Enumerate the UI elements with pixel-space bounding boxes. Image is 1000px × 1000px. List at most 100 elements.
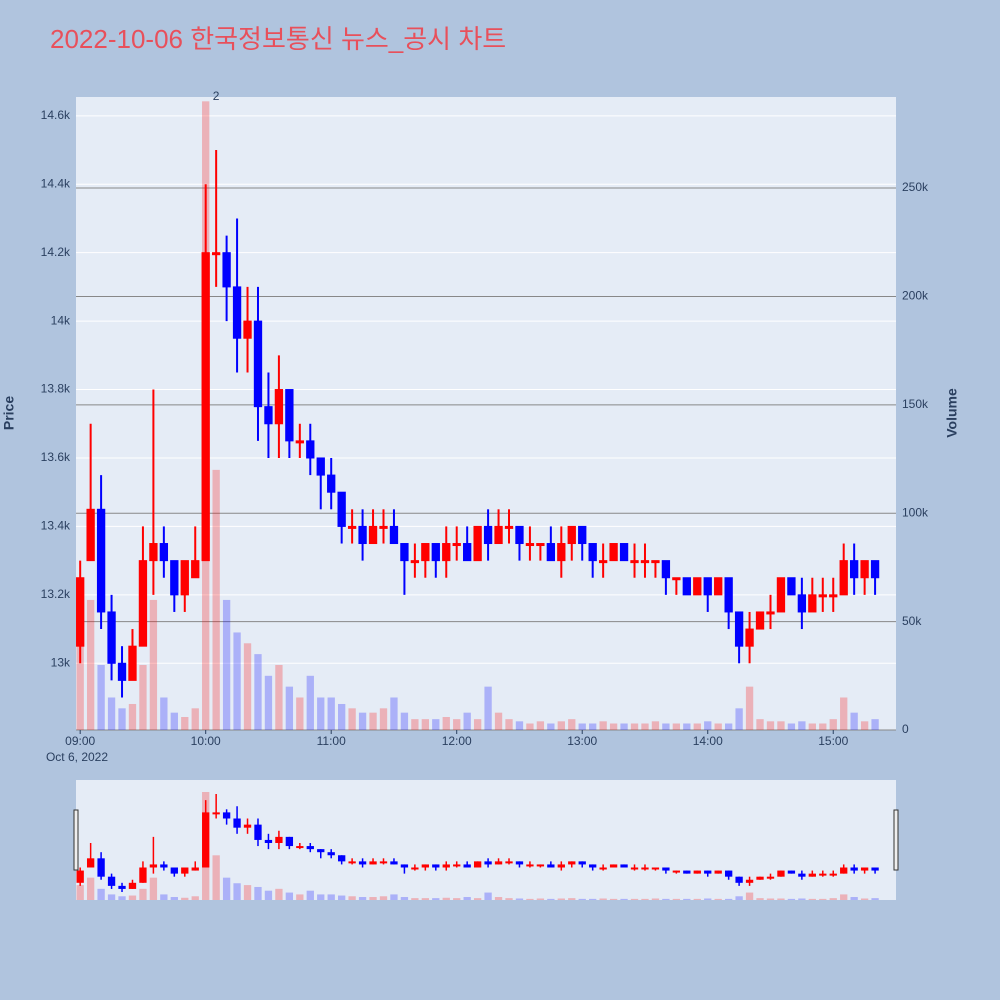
slider-candle-body xyxy=(641,867,649,870)
slider-volume-bar xyxy=(149,877,158,900)
slider-volume-bar xyxy=(369,897,377,900)
slider-candle-body xyxy=(181,867,189,874)
slider-volume-bar xyxy=(672,898,681,900)
candle-body xyxy=(128,645,137,681)
slider-candle-body xyxy=(714,870,722,874)
volume-bar xyxy=(411,719,419,730)
slider-volume-bar xyxy=(819,898,827,900)
volume-bar xyxy=(568,719,576,730)
slider-volume-bar xyxy=(484,892,492,900)
slider-candle-body xyxy=(421,864,429,868)
volume-bar xyxy=(463,712,471,730)
slider-candle-body xyxy=(379,861,388,864)
slider-candle-body xyxy=(494,861,503,865)
slider-volume-bar xyxy=(275,888,283,900)
slider-candle-body xyxy=(327,852,335,856)
volume-bar xyxy=(609,723,618,730)
slider-candle-body xyxy=(829,873,837,876)
slider-candle-body xyxy=(285,836,294,847)
slider-candle-body xyxy=(630,867,639,870)
volume-bar xyxy=(191,708,199,730)
slider-volume-bar xyxy=(787,898,796,900)
plot-area xyxy=(76,97,896,730)
slider-candle-body xyxy=(850,867,858,871)
volume-bar xyxy=(672,723,681,730)
slider-volume-bar xyxy=(264,890,273,900)
candle-body xyxy=(232,286,242,339)
slider-candle-body xyxy=(787,870,796,874)
slider-candle-body xyxy=(348,861,356,864)
candle-body xyxy=(682,577,691,596)
slider-volume-bar xyxy=(683,898,691,900)
candle-body xyxy=(253,320,263,408)
slider-volume-bar xyxy=(840,894,848,900)
slider-volume-bar xyxy=(850,897,858,900)
y2-tick-label: 200k xyxy=(902,289,929,303)
volume-bar xyxy=(317,697,325,730)
volume-bar xyxy=(76,643,84,730)
candle-body xyxy=(264,406,273,425)
candle-body xyxy=(745,628,754,647)
y-tick-label: 14k xyxy=(51,313,71,327)
slider-volume-bar xyxy=(212,855,220,900)
slider-volume-bar xyxy=(714,898,722,900)
slider-candle-body xyxy=(798,873,806,877)
volume-bar xyxy=(871,719,879,730)
candle-body xyxy=(578,525,587,545)
candle-body xyxy=(358,525,367,545)
volume-bar xyxy=(379,708,388,730)
slider-candle-body xyxy=(149,864,158,868)
slider-candle-body xyxy=(578,861,586,865)
slider-volume-bar xyxy=(745,892,754,900)
slider-candle-body xyxy=(338,855,346,862)
candle-body xyxy=(703,577,712,596)
volume-bar xyxy=(683,723,691,730)
volume-bar xyxy=(860,721,869,730)
x-tick-label: 12:00 xyxy=(442,734,472,748)
slider-volume-bar xyxy=(766,898,775,900)
y2-tick-label: 250k xyxy=(902,180,929,194)
slider-candle-body xyxy=(515,861,524,865)
slider-candle-body xyxy=(589,864,597,868)
x-tick-label: 10:00 xyxy=(191,734,221,748)
volume-bar xyxy=(547,723,555,730)
candle-body xyxy=(327,474,336,493)
slider-volume-bar xyxy=(411,898,419,900)
candle-body xyxy=(201,252,210,562)
slider-candle-body xyxy=(819,873,827,876)
slider-volume-bar xyxy=(348,896,356,900)
volume-bar xyxy=(107,697,116,730)
volume-bar xyxy=(630,723,639,730)
candle-body xyxy=(829,594,838,598)
slider-handle[interactable] xyxy=(893,809,899,871)
slider-candle-body xyxy=(484,861,492,865)
slider-candle-body xyxy=(808,873,816,877)
candle-body xyxy=(347,525,357,529)
slider-candle-body xyxy=(442,864,450,868)
candle-body xyxy=(431,543,440,562)
candle-body xyxy=(567,525,576,545)
y-tick-label: 14.4k xyxy=(41,176,71,190)
volume-bar xyxy=(149,599,158,730)
slider-candle-body xyxy=(745,879,754,883)
range-slider[interactable] xyxy=(76,780,896,900)
volume-bar xyxy=(421,719,429,730)
candle-body xyxy=(285,389,294,442)
slider-handle[interactable] xyxy=(73,809,79,871)
slider-volume-bar xyxy=(421,898,429,900)
slider-candle-body xyxy=(86,858,95,868)
volume-bar xyxy=(118,708,126,730)
slider-volume-bar xyxy=(609,898,618,900)
volume-bar xyxy=(212,469,220,730)
annotation: 2 xyxy=(213,89,220,103)
slider-volume-bar xyxy=(191,896,199,900)
slider-volume-bar xyxy=(97,888,105,900)
volume-bar xyxy=(86,599,95,730)
slider-candle-body xyxy=(306,846,314,850)
volume-bar xyxy=(139,664,147,730)
slider-candle-body xyxy=(609,864,618,868)
candle-body xyxy=(138,560,148,647)
candle-body xyxy=(776,577,786,613)
candle-body xyxy=(850,560,859,579)
